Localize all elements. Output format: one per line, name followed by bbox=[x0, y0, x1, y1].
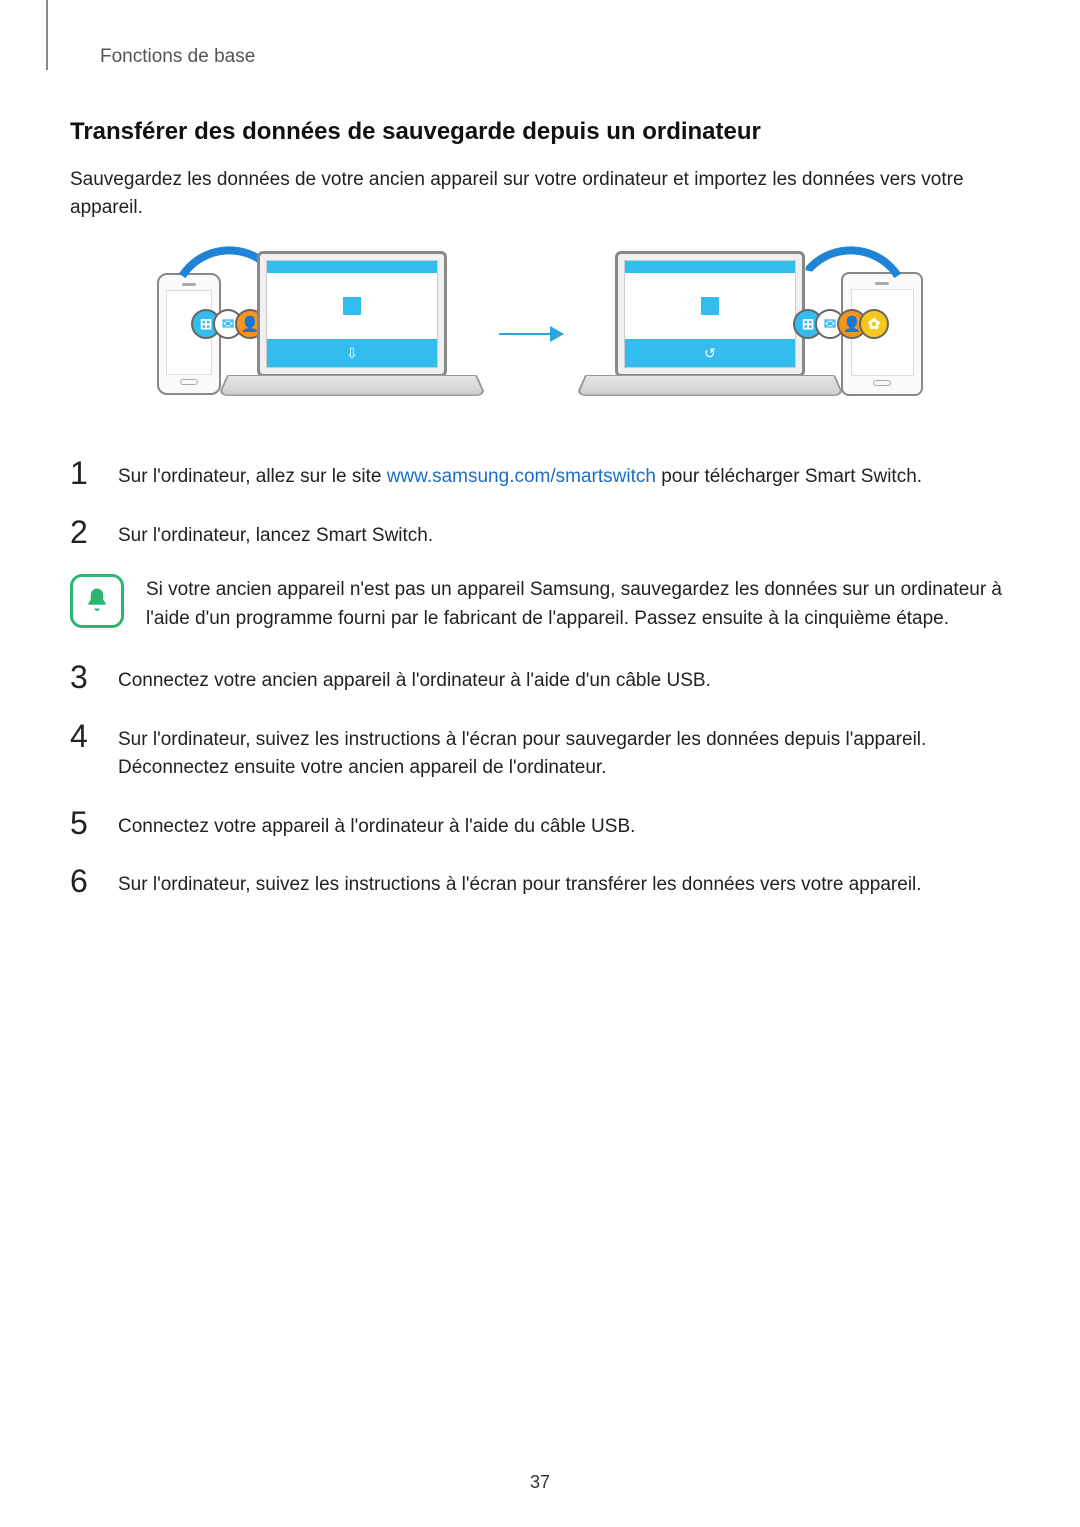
note-text: Si votre ancien appareil n'est pas un ap… bbox=[146, 574, 1010, 633]
illus-group-restore: ↺ ⊞ ✉ 👤 ✿ bbox=[585, 251, 923, 417]
section-title: Transférer des données de sauvegarde dep… bbox=[70, 118, 1010, 146]
arrow-right-icon bbox=[499, 333, 563, 335]
step-text: Sur l'ordinateur, lancez Smart Switch. bbox=[118, 516, 433, 551]
note-callout: Si votre ancien appareil n'est pas un ap… bbox=[70, 574, 1010, 633]
step-text-post: pour télécharger Smart Switch. bbox=[656, 466, 922, 487]
download-glyph-icon: ⇩ bbox=[346, 345, 358, 362]
step-number: 3 bbox=[70, 661, 96, 693]
step-number: 1 bbox=[70, 457, 96, 489]
step-number: 2 bbox=[70, 516, 96, 548]
step-number: 5 bbox=[70, 807, 96, 839]
step-item: 2 Sur l'ordinateur, lancez Smart Switch. bbox=[70, 516, 1010, 551]
step-item: 6 Sur l'ordinateur, suivez les instructi… bbox=[70, 865, 1010, 900]
illus-group-backup: ⊞ ✉ 👤 ✿ ⇩ bbox=[157, 251, 477, 417]
laptop-device-icon: ⇩ bbox=[227, 251, 477, 417]
page-number: 37 bbox=[0, 1472, 1080, 1493]
bell-note-icon bbox=[70, 574, 124, 628]
step-item: 5 Connectez votre appareil à l'ordinateu… bbox=[70, 807, 1010, 842]
step-text: Connectez votre ancien appareil à l'ordi… bbox=[118, 661, 711, 696]
smartswitch-link[interactable]: www.samsung.com/smartswitch bbox=[387, 466, 656, 487]
breadcrumb: Fonctions de base bbox=[100, 46, 1010, 68]
step-number: 4 bbox=[70, 720, 96, 752]
steps-list: 1 Sur l'ordinateur, allez sur le site ww… bbox=[70, 457, 1010, 900]
step-item: 1 Sur l'ordinateur, allez sur le site ww… bbox=[70, 457, 1010, 492]
step-text: Sur l'ordinateur, suivez les instruction… bbox=[118, 865, 922, 900]
restore-glyph-icon: ↺ bbox=[704, 345, 716, 362]
step-text: Sur l'ordinateur, allez sur le site www.… bbox=[118, 457, 922, 492]
data-bubbles-icon: ⊞ ✉ 👤 ✿ bbox=[793, 309, 889, 339]
step-text: Connectez votre appareil à l'ordinateur … bbox=[118, 807, 635, 842]
header-marker bbox=[46, 0, 48, 70]
page-content: Fonctions de base Transférer des données… bbox=[0, 0, 1080, 900]
step-item: 3 Connectez votre ancien appareil à l'or… bbox=[70, 661, 1010, 696]
step-text-pre: Sur l'ordinateur, allez sur le site bbox=[118, 466, 387, 487]
section-intro: Sauvegardez les données de votre ancien … bbox=[70, 166, 1010, 221]
step-number: 6 bbox=[70, 865, 96, 897]
step-text: Sur l'ordinateur, suivez les instruction… bbox=[118, 720, 1010, 783]
transfer-illustration: ⊞ ✉ 👤 ✿ ⇩ bbox=[70, 251, 1010, 417]
step-item: 4 Sur l'ordinateur, suivez les instructi… bbox=[70, 720, 1010, 783]
